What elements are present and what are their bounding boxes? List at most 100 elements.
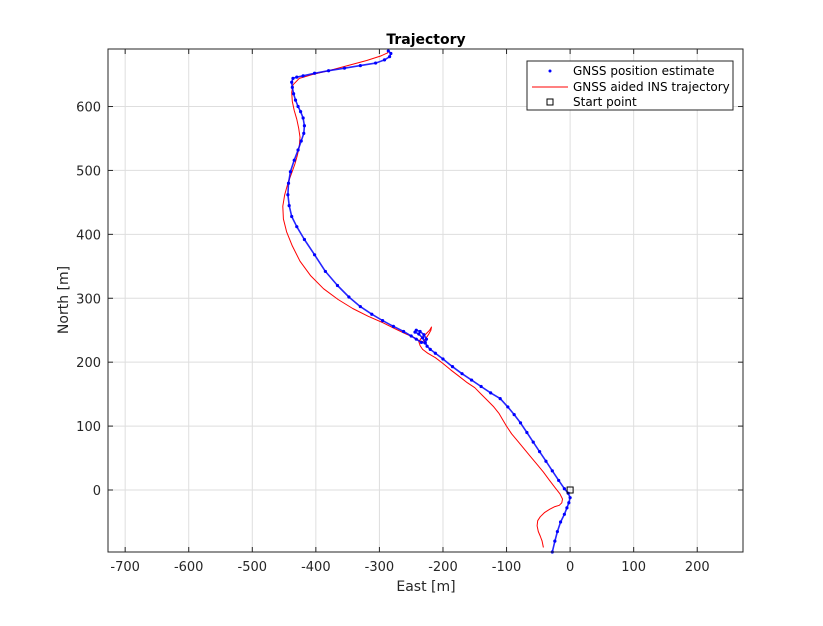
gnss-position-point	[387, 55, 392, 59]
gnss-position-point	[302, 131, 306, 135]
gnss-position-point	[557, 478, 561, 483]
gnss-position-point	[312, 253, 317, 257]
gnss-position-point	[544, 459, 548, 463]
legend-ins-label: GNSS aided INS trajectory	[573, 80, 730, 94]
legend: GNSS position estimate GNSS aided INS tr…	[526, 60, 734, 111]
gnss-position-point	[288, 170, 293, 174]
gnss-position-point	[326, 69, 331, 73]
x-tick-label: 100	[621, 560, 646, 575]
gnss-position-point	[301, 74, 305, 78]
gnss-position-point	[382, 58, 387, 62]
gnss-position-point	[469, 378, 474, 382]
gnss-position-point	[414, 328, 418, 332]
gnss-position-point	[293, 98, 298, 102]
y-tick-label: 100	[76, 420, 101, 435]
gnss-position-point	[555, 529, 559, 534]
gnss-position-point	[292, 158, 296, 162]
gnss-position-point	[292, 92, 296, 96]
y-tick-label: 0	[93, 484, 101, 499]
gnss-position-point	[421, 336, 425, 340]
y-tick-label: 500	[76, 164, 101, 179]
gnss-position-point	[428, 347, 432, 351]
gnss-position-point	[295, 225, 299, 229]
gnss-position-point	[358, 64, 362, 68]
x-tick-label: -100	[492, 560, 522, 575]
gnss-position-point	[290, 85, 294, 89]
gnss-position-point	[498, 397, 502, 401]
gnss-position-point	[550, 469, 554, 473]
ins-trajectory-line	[282, 49, 563, 548]
gnss-position-point	[450, 365, 455, 369]
x-tick-label: -700	[110, 560, 140, 575]
gnss-position-point	[286, 181, 291, 185]
x-tick-label: -500	[238, 560, 268, 575]
y-tick-label: 200	[76, 356, 101, 371]
grid	[108, 49, 743, 552]
gnss-position-point	[433, 351, 437, 355]
gnss-position-point	[302, 237, 307, 242]
x-tick-label: -400	[301, 560, 331, 575]
gnss-position-point	[358, 304, 362, 309]
y-tick-label: 400	[76, 228, 101, 243]
legend-start-label: Start point	[573, 95, 637, 109]
chart-title: Trajectory	[386, 32, 465, 48]
x-tick-label: -600	[174, 560, 204, 575]
gnss-position-point	[562, 487, 566, 491]
gnss-position-point	[414, 337, 418, 341]
gnss-position-point	[291, 76, 295, 81]
gnss-position-point	[425, 344, 429, 348]
gnss-position-point	[525, 430, 529, 435]
gnss-position-point	[296, 148, 300, 152]
gnss-position-point	[531, 440, 535, 444]
gnss-position-point	[422, 333, 426, 337]
gnss-position-point	[460, 372, 464, 376]
legend-box	[526, 60, 734, 111]
gnss-position-point	[299, 139, 303, 143]
gnss-position-point	[441, 357, 445, 361]
gnss-position-point	[296, 104, 300, 109]
gnss-position-point	[565, 506, 569, 510]
gnss-position-point	[380, 319, 385, 323]
gnss-position-point	[301, 116, 305, 120]
gnss-position-point	[386, 49, 390, 53]
gnss-position-point	[335, 283, 340, 288]
gnss-position-point	[567, 501, 571, 505]
gnss-position-point	[312, 71, 317, 75]
gnss-position-point	[512, 412, 516, 417]
series-layer	[282, 49, 574, 554]
gnss-position-point	[418, 329, 422, 334]
y-tick-label: 600	[76, 101, 101, 116]
gnss-position-point	[286, 193, 290, 197]
x-tick-label: -300	[365, 560, 395, 575]
gnss-position-point	[374, 61, 378, 65]
gnss-position-point	[302, 124, 307, 128]
gnss-position-point	[370, 312, 374, 316]
gnss-position-point	[553, 539, 557, 543]
legend-gnss-marker	[548, 69, 552, 73]
gnss-position-point	[419, 340, 423, 344]
gnss-position-point	[295, 75, 299, 79]
x-tick-label: 0	[566, 560, 574, 575]
gnss-position-point	[568, 496, 572, 500]
y-axis-label: North [m]	[56, 266, 72, 334]
gnss-position-point	[489, 391, 493, 395]
gnss-position-point	[347, 295, 351, 299]
gnss-position-point	[391, 324, 396, 328]
gnss-position-point	[287, 203, 291, 208]
x-tick-label: 200	[685, 560, 710, 575]
gnss-position-point	[409, 334, 413, 338]
gnss-position-point	[424, 337, 429, 341]
gnss-position-point	[558, 520, 563, 524]
gnss-position-point	[323, 269, 327, 274]
y-tick-label: 300	[76, 292, 101, 307]
gnss-position-point	[298, 110, 303, 114]
legend-start-marker	[546, 98, 554, 106]
gnss-position-point	[479, 384, 483, 389]
gnss-position-point	[562, 512, 566, 516]
ticks: -700 -600 -500 -400 -300 -200 -100 0 100 200 0 100 2…	[76, 49, 743, 575]
gnss-position-point	[506, 405, 510, 409]
gnss-position-point	[537, 450, 542, 454]
gnss-position-point	[290, 214, 294, 219]
